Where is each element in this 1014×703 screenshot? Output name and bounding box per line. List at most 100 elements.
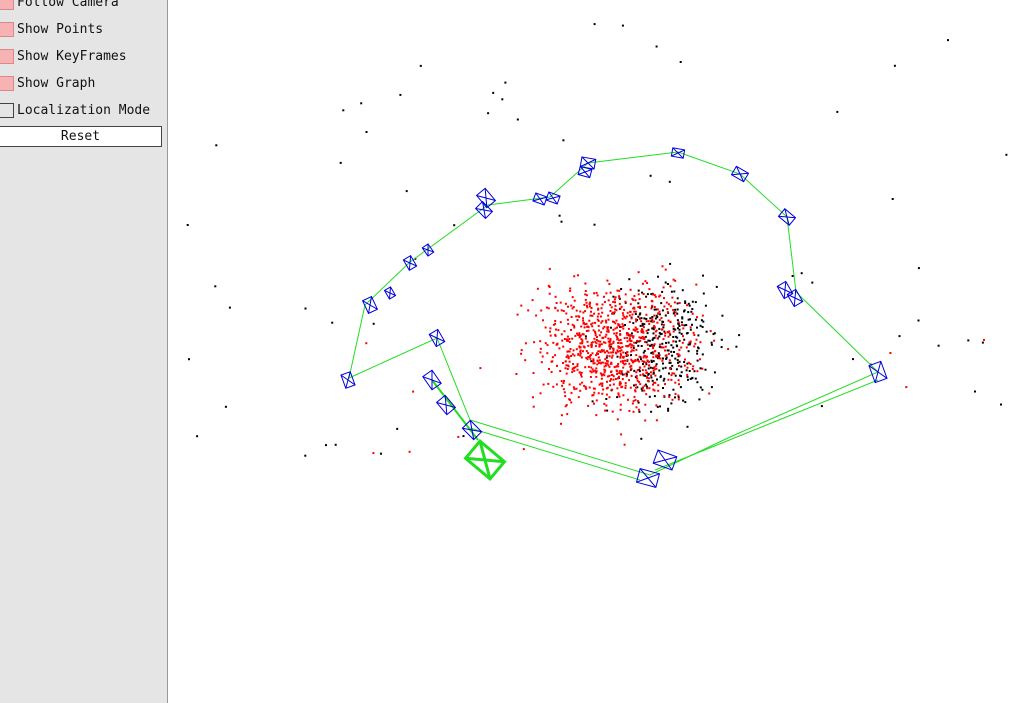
reference-point [650,299,653,302]
reference-point [676,353,679,355]
reference-point [651,320,654,323]
reference-point [581,381,584,384]
reference-point [629,337,631,340]
reference-point [616,418,619,421]
reference-point [635,386,637,389]
reference-point [677,394,680,397]
reference-point [644,369,647,372]
reference-point [668,395,671,398]
map-point [640,437,643,440]
map-canvas[interactable] [169,0,1014,703]
reference-point [629,365,632,368]
reference-point [651,304,654,307]
map-point [626,373,628,376]
reference-point [602,361,605,364]
map-point [676,319,679,322]
map-point [699,367,702,370]
reference-point [619,338,622,341]
show-graph-checkbox[interactable]: Show Graph [0,74,166,96]
map-point [215,144,218,147]
keyframe-icon [652,449,678,471]
reference-point [634,399,637,402]
reference-point [582,321,585,324]
reference-point [597,324,600,327]
reference-point [620,326,623,329]
reference-point [617,350,619,353]
reference-point [618,289,621,292]
keyframe-icon [461,419,483,441]
map-point [642,363,644,365]
reference-point [372,452,375,455]
reference-point [598,334,601,337]
map-point [621,24,624,27]
reference-point [606,375,609,378]
map-point [462,435,465,438]
reference-point [596,363,599,366]
reference-point [660,317,663,319]
reference-point [604,319,607,322]
reference-point [607,364,610,367]
show-points-checkbox[interactable]: Show Points [0,20,166,42]
show-keyframes-checkbox[interactable]: Show KeyFrames [0,47,166,69]
reference-point [613,321,615,323]
reference-point [663,395,666,397]
reference-point [629,334,632,337]
map-point [710,341,713,344]
map-point [668,361,671,364]
map-point [667,341,670,344]
map-point [638,340,641,343]
reference-point [548,267,551,270]
follow-camera-label: Follow Camera [17,0,119,10]
reference-point [643,336,646,339]
reference-point [641,369,644,372]
follow-camera-checkbox[interactable]: Follow Camera [0,0,166,15]
map-point [672,327,675,330]
map-point [712,333,715,336]
map-point [677,327,679,330]
reference-point [579,349,582,352]
reference-point [708,392,711,395]
reference-point [619,342,622,345]
reference-point [648,360,650,363]
reference-point [609,379,612,382]
reset-button[interactable]: Reset [0,126,162,147]
reference-point [681,324,684,326]
reference-point [624,359,626,362]
reference-point [572,349,575,352]
reference-point [653,314,656,317]
reference-point [597,319,600,322]
reference-point [539,340,542,343]
reference-point [643,389,646,392]
reference-point [695,338,698,341]
map-point [665,356,668,359]
reference-point [617,323,620,326]
reference-point [647,320,650,323]
reference-point [682,335,684,338]
reference-point [532,396,534,399]
reference-point [550,360,553,363]
map-point [688,343,691,346]
reference-point [562,345,565,348]
map-point [655,308,658,311]
reference-point [608,345,611,348]
reference-point [613,366,616,369]
reference-point [584,337,587,340]
map-point [647,372,650,375]
localization-mode-checkbox[interactable]: Localization Mode [0,101,166,123]
reference-point [570,391,573,394]
reference-point [578,332,581,335]
reference-point [571,371,574,374]
map-point [704,368,707,371]
reference-point [646,359,649,362]
reference-point [610,306,613,309]
map-point [651,338,654,341]
map-viewport[interactable] [169,0,1014,703]
map-point [186,224,189,226]
map-point [891,198,894,200]
map-point [647,367,650,370]
reference-point [640,336,643,339]
map-point [676,336,679,339]
map-point [637,344,640,347]
reference-point [579,352,582,355]
map-point [683,361,686,363]
